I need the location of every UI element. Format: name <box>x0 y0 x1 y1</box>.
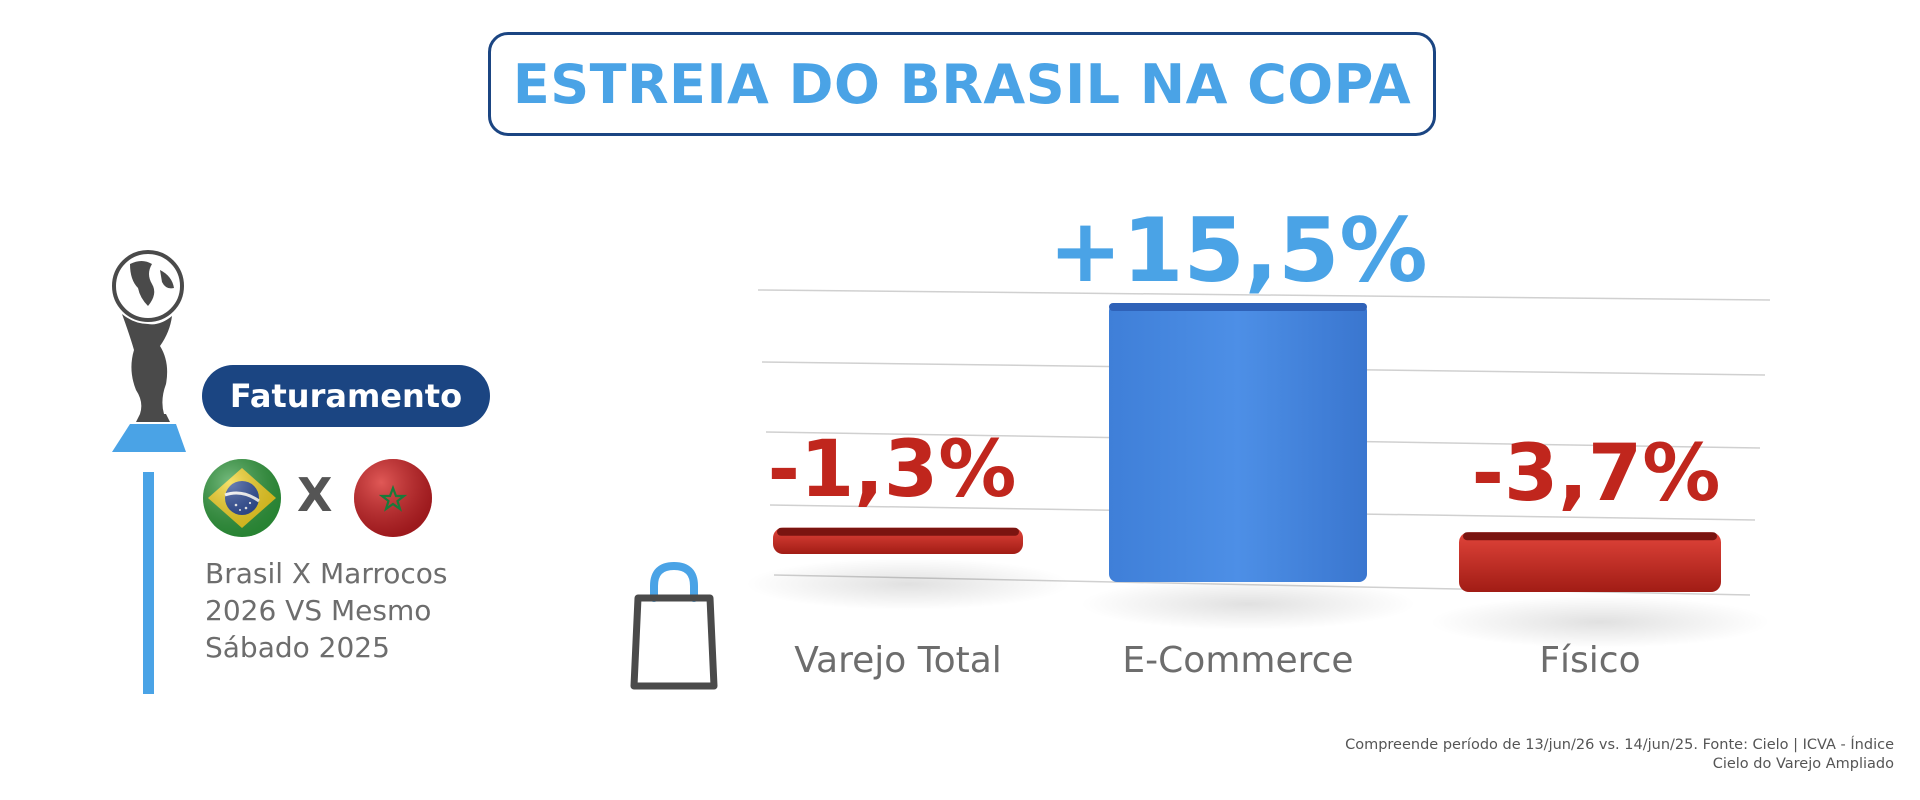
bar-top-edge <box>777 527 1019 536</box>
bar-shadow <box>745 558 1071 610</box>
versus-x: X <box>297 468 333 522</box>
accent-bar <box>143 472 154 694</box>
match-description: Brasil X Marrocos 2026 VS Mesmo Sábado 2… <box>205 555 485 666</box>
value-label: -1,3% <box>768 425 1017 515</box>
description-line: Sábado 2025 <box>205 631 390 664</box>
bar-f-sico <box>1459 532 1721 592</box>
revenue-badge: Faturamento <box>202 365 490 427</box>
page-title: ESTREIA DO BRASIL NA COPA <box>512 52 1412 116</box>
value-label: -3,7% <box>1472 429 1721 519</box>
source-footnote: Compreende período de 13/jun/26 vs. 14/j… <box>1345 736 1894 774</box>
footnote-line: Cielo do Varejo Ampliado <box>1712 756 1894 772</box>
bar-shadow <box>1429 596 1771 648</box>
category-label: Físico <box>1539 640 1640 681</box>
bar-e-commerce <box>1109 303 1367 582</box>
shopping-bag-icon <box>630 561 718 690</box>
description-line: 2026 VS Mesmo <box>205 594 432 627</box>
bar-top-edge <box>1109 303 1367 311</box>
category-label: E-Commerce <box>1122 640 1353 681</box>
morocco-flag-icon <box>354 459 432 537</box>
trophy-icon <box>112 250 186 452</box>
bar-top-edge <box>1463 532 1717 541</box>
footnote-line: Compreende período de 13/jun/26 vs. 14/j… <box>1345 737 1894 753</box>
brazil-flag-icon <box>203 459 281 537</box>
value-label: +15,5% <box>1048 199 1427 302</box>
category-label: Varejo Total <box>794 640 1002 681</box>
description-line: Brasil X Marrocos <box>205 557 448 590</box>
gridline <box>757 289 1771 301</box>
title-box: ESTREIA DO BRASIL NA COPA <box>488 32 1436 136</box>
bar-shadow <box>1080 578 1416 630</box>
